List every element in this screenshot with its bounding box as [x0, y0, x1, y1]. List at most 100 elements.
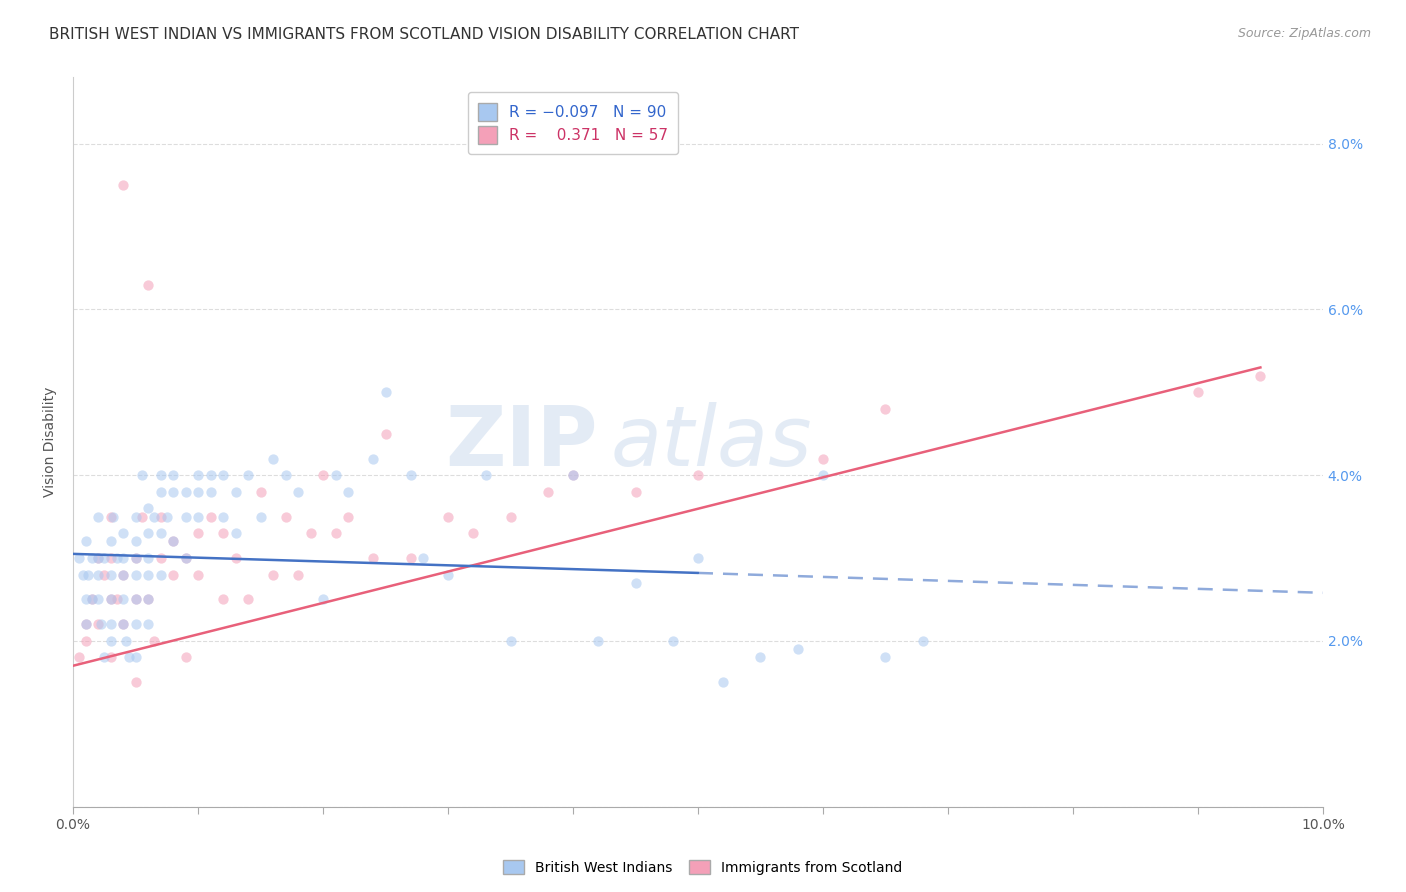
Point: [236, 468, 259, 483]
Point: [1187, 385, 1209, 400]
Point: [136, 551, 159, 566]
Point: [93, 551, 115, 566]
Point: [200, 484, 222, 499]
Point: [212, 592, 235, 607]
Point: [93, 567, 115, 582]
Point: [124, 551, 146, 566]
Point: [112, 551, 135, 566]
Point: [274, 468, 297, 483]
Point: [162, 567, 184, 582]
Point: [87, 567, 110, 582]
Point: [101, 509, 124, 524]
Point: [562, 468, 585, 483]
Point: [100, 617, 122, 632]
Point: [287, 567, 309, 582]
Point: [87, 617, 110, 632]
Point: [136, 501, 159, 516]
Point: [875, 650, 897, 665]
Point: [93, 650, 115, 665]
Point: [136, 617, 159, 632]
Point: [149, 509, 172, 524]
Point: [212, 468, 235, 483]
Point: [112, 617, 135, 632]
Point: [686, 468, 709, 483]
Point: [80, 592, 103, 607]
Point: [87, 551, 110, 566]
Point: [187, 567, 209, 582]
Point: [187, 526, 209, 541]
Point: [187, 468, 209, 483]
Point: [624, 484, 647, 499]
Point: [499, 633, 522, 648]
Point: [100, 592, 122, 607]
Point: [174, 650, 197, 665]
Point: [105, 551, 128, 566]
Point: [143, 633, 166, 648]
Legend: R = −0.097   N = 90, R =    0.371   N = 57: R = −0.097 N = 90, R = 0.371 N = 57: [468, 93, 679, 154]
Y-axis label: Vision Disability: Vision Disability: [44, 387, 58, 497]
Point: [325, 526, 347, 541]
Point: [474, 468, 496, 483]
Point: [136, 567, 159, 582]
Point: [162, 534, 184, 549]
Point: [312, 468, 335, 483]
Point: [299, 526, 322, 541]
Point: [124, 509, 146, 524]
Point: [225, 484, 247, 499]
Point: [337, 484, 360, 499]
Point: [131, 509, 153, 524]
Point: [143, 509, 166, 524]
Point: [437, 509, 460, 524]
Point: [686, 551, 709, 566]
Point: [67, 551, 90, 566]
Point: [187, 484, 209, 499]
Point: [149, 526, 172, 541]
Point: [100, 592, 122, 607]
Point: [100, 534, 122, 549]
Point: [90, 617, 112, 632]
Point: [212, 509, 235, 524]
Point: [162, 468, 184, 483]
Point: [162, 484, 184, 499]
Legend: British West Indians, Immigrants from Scotland: British West Indians, Immigrants from Sc…: [498, 855, 908, 880]
Point: [100, 509, 122, 524]
Point: [149, 567, 172, 582]
Point: [100, 567, 122, 582]
Point: [236, 592, 259, 607]
Point: [911, 633, 934, 648]
Point: [124, 567, 146, 582]
Point: [262, 451, 284, 466]
Text: BRITISH WEST INDIAN VS IMMIGRANTS FROM SCOTLAND VISION DISABILITY CORRELATION CH: BRITISH WEST INDIAN VS IMMIGRANTS FROM S…: [49, 27, 799, 42]
Point: [112, 617, 135, 632]
Point: [149, 484, 172, 499]
Point: [75, 617, 97, 632]
Point: [200, 509, 222, 524]
Point: [77, 567, 100, 582]
Point: [162, 534, 184, 549]
Point: [114, 633, 136, 648]
Point: [187, 509, 209, 524]
Point: [131, 468, 153, 483]
Point: [399, 551, 422, 566]
Point: [156, 509, 179, 524]
Point: [537, 484, 560, 499]
Point: [374, 385, 396, 400]
Point: [67, 650, 90, 665]
Point: [811, 468, 834, 483]
Point: [112, 592, 135, 607]
Point: [72, 567, 94, 582]
Point: [787, 642, 810, 657]
Point: [112, 567, 135, 582]
Point: [174, 509, 197, 524]
Point: [225, 551, 247, 566]
Point: [361, 451, 384, 466]
Point: [225, 526, 247, 541]
Point: [624, 575, 647, 590]
Point: [75, 633, 97, 648]
Point: [499, 509, 522, 524]
Point: [811, 451, 834, 466]
Point: [200, 468, 222, 483]
Point: [112, 567, 135, 582]
Point: [312, 592, 335, 607]
Point: [136, 592, 159, 607]
